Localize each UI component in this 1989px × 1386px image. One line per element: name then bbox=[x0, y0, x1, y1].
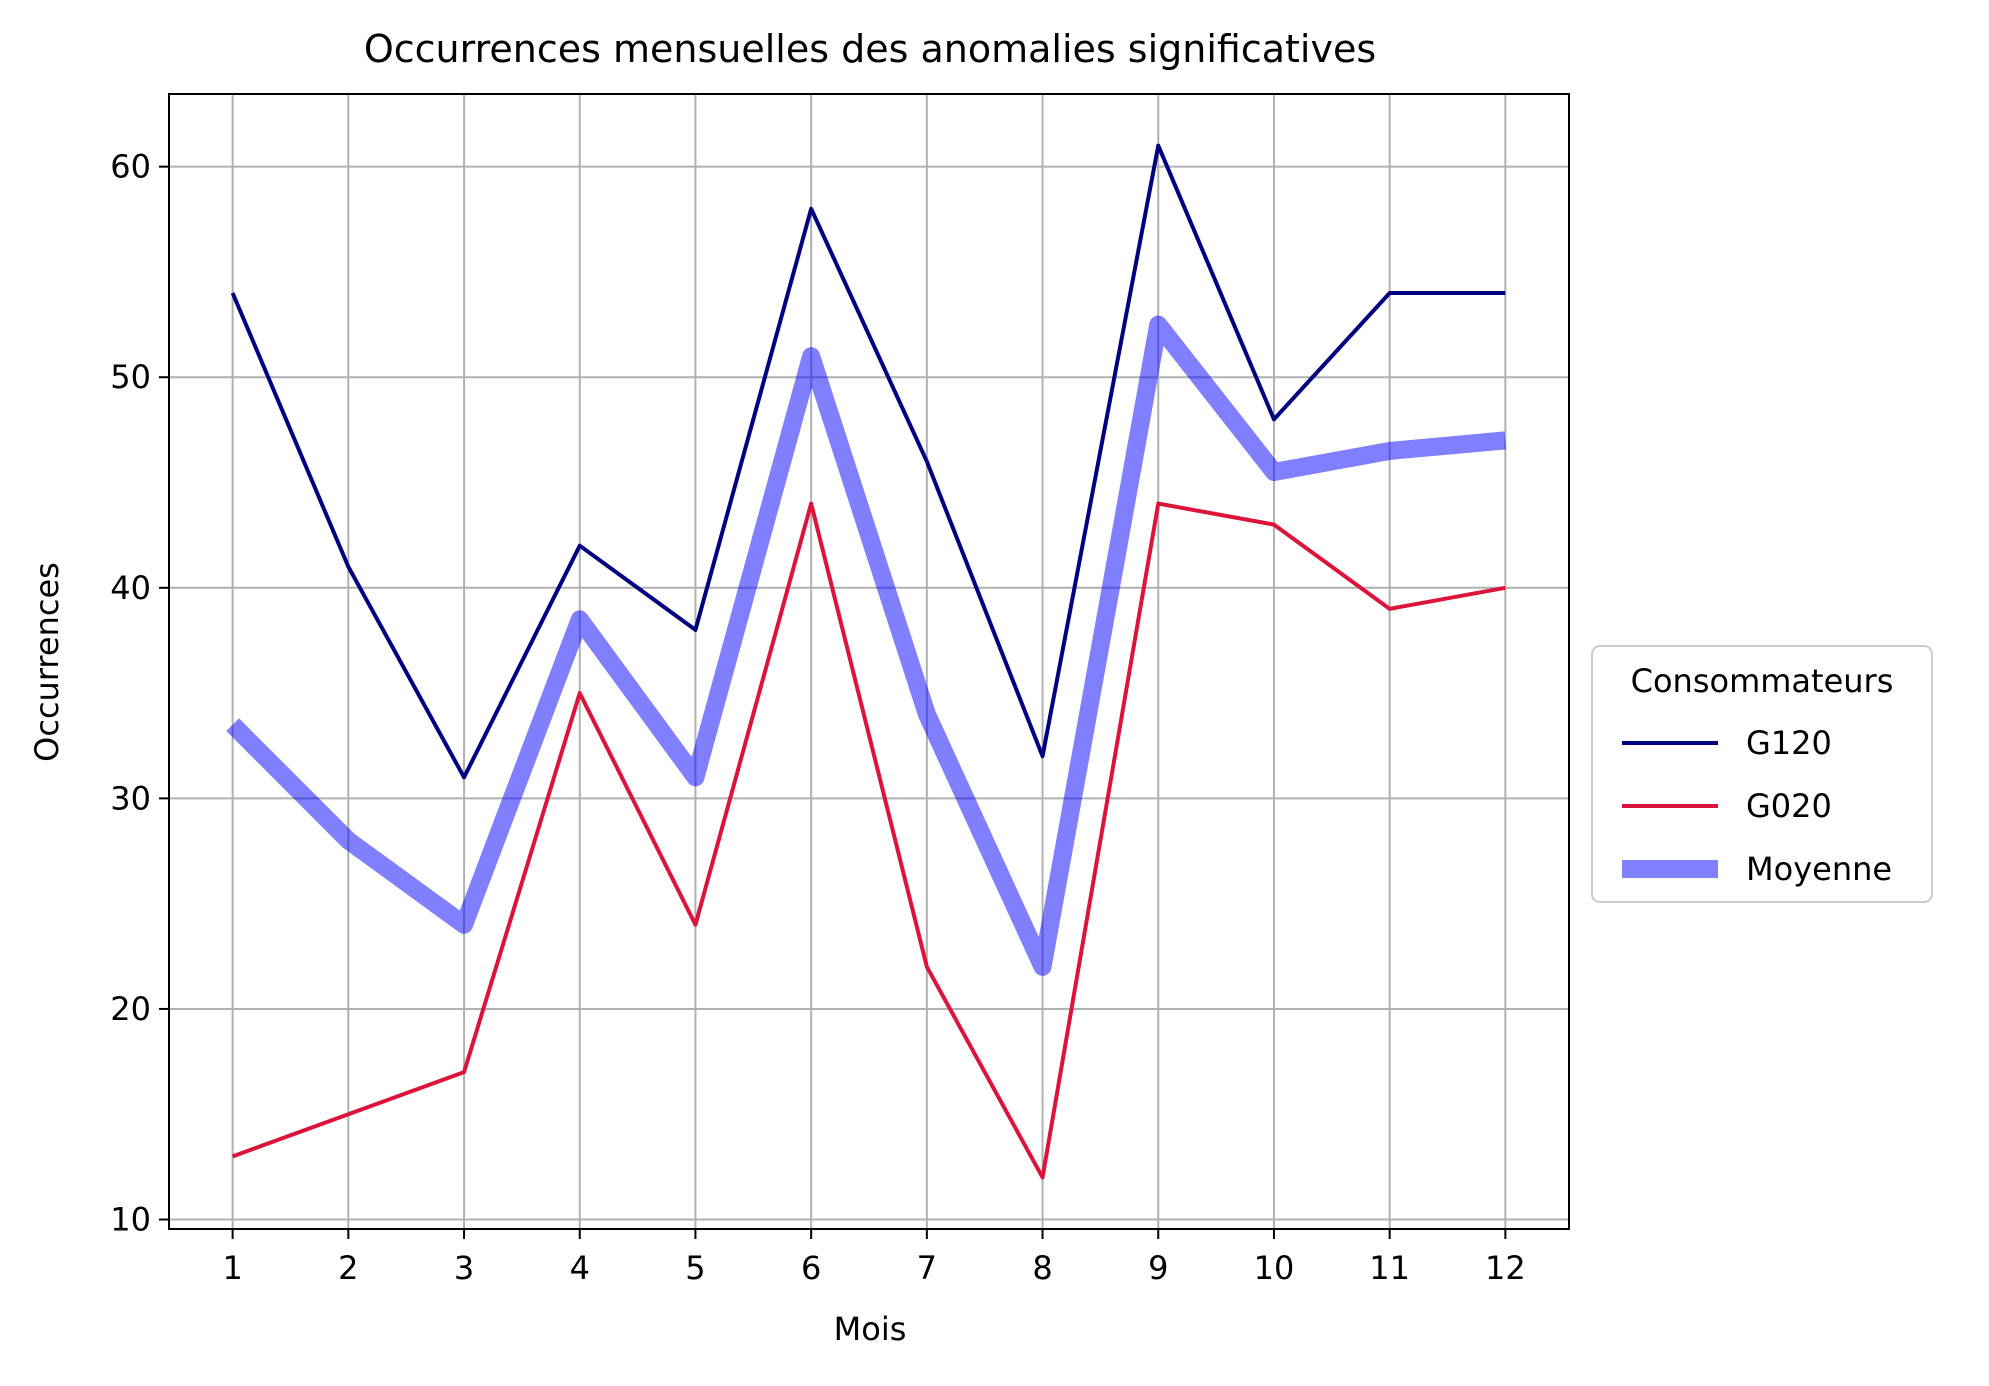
y-tick-label: 60 bbox=[110, 148, 151, 186]
x-tick-label: 6 bbox=[801, 1249, 821, 1287]
legend-box bbox=[1591, 645, 1933, 903]
y-tick-label: 10 bbox=[110, 1201, 151, 1239]
series-line-moyenne bbox=[226, 315, 1507, 976]
legend-title: Consommateurs bbox=[1631, 662, 1894, 700]
x-tick-label: 10 bbox=[1254, 1249, 1295, 1287]
legend: Consommateurs G120 G020 Moyenne bbox=[1591, 645, 1933, 903]
grid bbox=[169, 94, 1569, 1229]
chart-title: Occurrences mensuelles des anomalies sig… bbox=[364, 27, 1376, 71]
legend-items: G120 G020 Moyenne bbox=[1622, 724, 1892, 888]
y-tick-label: 20 bbox=[110, 990, 151, 1028]
series-layer bbox=[226, 143, 1507, 1180]
x-tick-label: 2 bbox=[338, 1249, 358, 1287]
plot-frame bbox=[168, 93, 1570, 1230]
x-tick-label: 5 bbox=[685, 1249, 705, 1287]
x-tick-label: 11 bbox=[1369, 1249, 1410, 1287]
x-tick-label: 7 bbox=[917, 1249, 937, 1287]
legend-label: Moyenne bbox=[1746, 850, 1892, 888]
x-tick-label: 9 bbox=[1148, 1249, 1168, 1287]
series-line-g020 bbox=[231, 501, 1506, 1180]
y-tick-label: 40 bbox=[110, 569, 151, 607]
x-tick-label: 8 bbox=[1032, 1249, 1052, 1287]
y-axis-label: Occurrences bbox=[28, 562, 66, 762]
x-tick-label: 1 bbox=[222, 1249, 242, 1287]
x-tick-label: 12 bbox=[1485, 1249, 1526, 1287]
y-tick-label: 30 bbox=[110, 779, 151, 817]
x-tick-label: 4 bbox=[570, 1249, 590, 1287]
series-line-g120 bbox=[230, 143, 1506, 780]
legend-label: G120 bbox=[1746, 724, 1832, 762]
x-axis-label: Mois bbox=[834, 1310, 907, 1348]
legend-label: G020 bbox=[1746, 787, 1832, 825]
x-tick-label: 3 bbox=[454, 1249, 474, 1287]
y-tick-label: 50 bbox=[110, 358, 151, 396]
